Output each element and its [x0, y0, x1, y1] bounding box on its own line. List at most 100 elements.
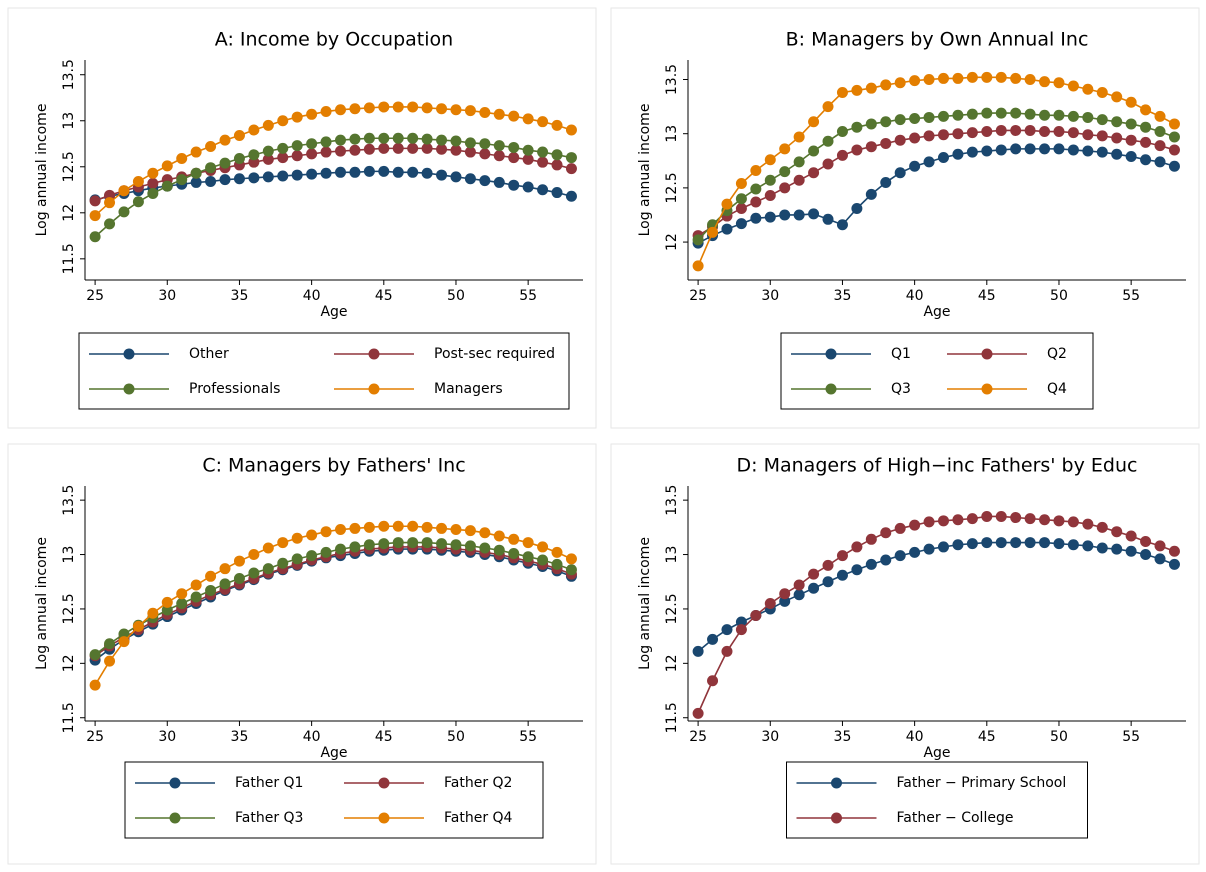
- data-point: [1125, 118, 1137, 130]
- data-point: [1096, 87, 1108, 99]
- legend: Father Q1 Father Q2 Father Q3 Father Q4: [124, 761, 544, 839]
- data-point: [248, 172, 260, 184]
- data-point: [262, 145, 274, 157]
- data-point: [190, 591, 202, 603]
- data-point: [1154, 553, 1166, 565]
- data-point: [306, 108, 318, 120]
- data-point: [1067, 539, 1079, 551]
- data-point: [923, 516, 935, 528]
- x-axis-label: Age: [923, 304, 950, 320]
- data-point: [880, 116, 892, 128]
- panel-title: D: Managers of High−inc Fathers' by Educ: [737, 455, 1138, 477]
- series-line: [94, 525, 572, 686]
- data-point: [378, 101, 390, 113]
- data-point: [450, 539, 462, 551]
- data-point: [1096, 521, 1108, 533]
- data-point: [551, 159, 563, 171]
- data-point: [952, 539, 964, 551]
- data-point: [822, 101, 834, 113]
- panel-frame: [7, 7, 597, 429]
- data-point: [1125, 530, 1137, 542]
- data-point: [937, 110, 949, 122]
- data-point: [392, 166, 404, 178]
- x-tick-label: 50: [447, 288, 465, 304]
- data-point: [436, 169, 448, 181]
- legend-key-marker: [123, 348, 135, 360]
- data-point: [262, 153, 274, 165]
- data-point: [909, 132, 921, 144]
- data-point: [334, 134, 346, 146]
- data-point: [1111, 148, 1123, 160]
- x-tick-label: 55: [1122, 288, 1140, 304]
- data-point: [909, 75, 921, 87]
- data-point: [721, 645, 733, 657]
- legend-key-marker: [378, 812, 390, 824]
- data-point: [721, 198, 733, 210]
- data-point: [1039, 537, 1051, 549]
- data-point: [493, 176, 505, 188]
- y-axis-label: Log annual income: [637, 104, 653, 237]
- data-point: [836, 219, 848, 231]
- x-tick-label: 50: [447, 729, 465, 745]
- legend-label: Q4: [1047, 381, 1067, 397]
- data-point: [894, 522, 906, 534]
- x-tick-label: 35: [231, 729, 249, 745]
- legend-key-marker: [825, 383, 837, 395]
- data-point: [349, 541, 361, 553]
- data-point: [1082, 129, 1094, 141]
- data-point: [248, 549, 260, 561]
- data-point: [464, 105, 476, 117]
- legend-label: Father − Primary School: [897, 775, 1067, 791]
- data-point: [937, 129, 949, 141]
- data-point: [378, 132, 390, 144]
- x-tick-label: 40: [303, 288, 321, 304]
- data-point: [966, 538, 978, 550]
- data-point: [450, 144, 462, 156]
- data-point: [464, 146, 476, 158]
- data-point: [981, 510, 993, 522]
- data-point: [1067, 127, 1079, 139]
- data-point: [1039, 514, 1051, 526]
- data-point: [522, 113, 534, 125]
- data-point: [1010, 143, 1022, 155]
- data-point: [808, 582, 820, 594]
- data-point: [132, 196, 144, 208]
- data-point: [334, 524, 346, 536]
- data-point: [1096, 146, 1108, 158]
- data-point: [909, 160, 921, 172]
- data-point: [436, 134, 448, 146]
- data-point: [450, 524, 462, 536]
- data-point: [479, 175, 491, 187]
- data-point: [190, 167, 202, 179]
- data-point: [349, 144, 361, 156]
- data-point: [508, 179, 520, 191]
- x-tick-label: 30: [761, 288, 779, 304]
- data-point: [779, 182, 791, 194]
- data-point: [306, 550, 318, 562]
- series-line: [94, 137, 572, 238]
- data-point: [334, 104, 346, 116]
- series-line: [697, 129, 1175, 237]
- data-point: [450, 171, 462, 183]
- legend-key-marker: [378, 777, 390, 789]
- data-point: [894, 114, 906, 126]
- data-point: [1010, 107, 1022, 119]
- data-point: [952, 514, 964, 526]
- data-point: [291, 553, 303, 565]
- data-point: [779, 166, 791, 178]
- data-point: [565, 163, 577, 175]
- data-point: [735, 616, 747, 628]
- data-point: [118, 206, 130, 218]
- data-point: [147, 607, 159, 619]
- data-point: [995, 537, 1007, 549]
- legend-label: Managers: [434, 381, 503, 397]
- data-point: [865, 141, 877, 153]
- data-point: [909, 519, 921, 531]
- data-point: [320, 136, 332, 148]
- data-point: [1140, 535, 1152, 547]
- data-point: [132, 176, 144, 188]
- data-point: [248, 124, 260, 136]
- data-point: [551, 546, 563, 558]
- data-point: [836, 569, 848, 581]
- legend-key-marker: [368, 348, 380, 360]
